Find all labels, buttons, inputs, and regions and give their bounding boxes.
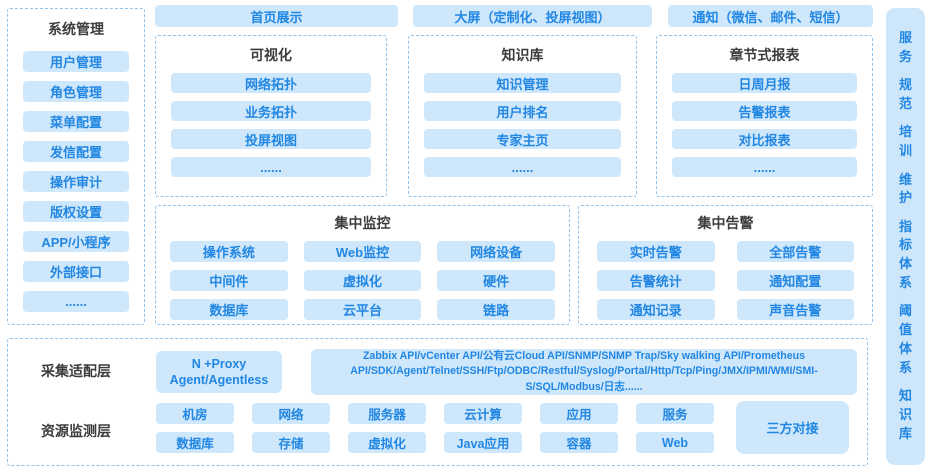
sys-item-mail-config: 发信配置: [23, 141, 129, 162]
alerting-grid: 实时告警 全部告警 告警统计 通知配置 通知记录 声音告警: [593, 241, 858, 320]
api-protocols-box: Zabbix API/vCenter API/公有云Cloud API/SNMP…: [311, 349, 857, 395]
top-button-notification: 通知（微信、邮件、短信）: [668, 5, 873, 27]
monitor-item-middleware: 中间件: [170, 270, 288, 291]
top-button-home-display: 首页展示: [155, 5, 398, 27]
alert-item-notify-record: 通知记录: [597, 299, 715, 320]
sys-item-copyright-settings: 版权设置: [23, 201, 129, 222]
panel-visualization-title: 可视化: [250, 47, 292, 63]
resource-monitor-label: 资源监测层: [41, 423, 111, 439]
resource-item-web: Web: [636, 432, 714, 453]
resource-item-application: 应用: [540, 403, 618, 424]
resource-item-service: 服务: [636, 403, 714, 424]
resource-item-network: 网络: [252, 403, 330, 424]
system-management-title: 系统管理: [48, 21, 104, 37]
resource-item-container: 容器: [540, 432, 618, 453]
sidebar-vertical-item-maintenance: 维护: [898, 171, 912, 206]
monitor-item-os: 操作系统: [170, 241, 288, 262]
resource-item-machine-room: 机房: [156, 403, 234, 424]
sys-item-user-management: 用户管理: [23, 51, 129, 72]
resource-item-java-app: Java应用: [444, 432, 522, 453]
viz-item-more: ......: [171, 157, 371, 177]
report-item-daily-weekly-monthly: 日周月报: [672, 73, 857, 93]
monitor-item-link: 链路: [437, 299, 555, 320]
report-item-alert-report: 告警报表: [672, 101, 857, 121]
monitor-item-virtualization: 虚拟化: [303, 270, 422, 291]
sidebar-vertical-item-knowledge-base: 知识库: [898, 388, 912, 441]
resource-item-storage: 存储: [252, 432, 330, 453]
panel-chapter-report: 章节式报表 日周月报 告警报表 对比报表 ......: [656, 35, 873, 197]
panel-knowledge-base-title: 知识库: [501, 47, 544, 63]
central-alerting-title: 集中告警: [697, 215, 754, 231]
resource-item-server: 服务器: [348, 403, 426, 424]
resource-item-virtualization: 虚拟化: [348, 432, 426, 453]
sidebar-vertical-item-threshold-system: 阈值体系: [898, 303, 912, 375]
collection-adapter-label: 采集适配层: [41, 363, 111, 379]
sidebar-vertical-item-service: 服务: [898, 30, 912, 65]
panel-visualization: 可视化 网络拓扑 业务拓扑 投屏视图 ......: [155, 35, 387, 197]
alert-item-statistics: 告警统计: [597, 270, 715, 291]
resource-item-cloud-computing: 云计算: [444, 403, 522, 424]
sys-item-operation-audit: 操作审计: [23, 171, 129, 192]
sys-item-app-miniprogram: APP/小程序: [23, 231, 129, 252]
sys-item-more: ......: [23, 291, 129, 312]
kb-item-user-ranking: 用户排名: [424, 101, 621, 121]
kb-item-more: ......: [424, 157, 621, 177]
central-monitoring-title: 集中监控: [334, 215, 391, 231]
top-button-big-screen: 大屏（定制化、投屏视图）: [413, 5, 652, 27]
system-management-panel: 系统管理 用户管理 角色管理 菜单配置 发信配置 操作审计 版权设置 APP/小…: [7, 8, 145, 325]
report-item-comparison-report: 对比报表: [672, 129, 857, 149]
viz-item-business-topology: 业务拓扑: [171, 101, 371, 121]
panel-central-alerting: 集中告警 实时告警 全部告警 告警统计 通知配置 通知记录 声音告警: [578, 205, 873, 325]
sys-item-role-management: 角色管理: [23, 81, 129, 102]
sidebar-vertical-item-metric-system: 指标体系: [898, 218, 912, 291]
report-item-more: ......: [672, 157, 857, 177]
sidebar-vertical-item-standard: 规范: [898, 77, 912, 112]
panel-central-monitoring: 集中监控 操作系统 Web监控 网络设备 中间件 虚拟化 硬件 数据库 云平台 …: [155, 205, 570, 325]
alert-item-notify-config: 通知配置: [736, 270, 854, 291]
alert-item-sound: 声音告警: [736, 299, 854, 320]
panel-knowledge-base: 知识库 知识管理 用户排名 专家主页 ......: [408, 35, 637, 197]
third-party-box: 三方对接: [736, 401, 849, 454]
monitor-item-hardware: 硬件: [437, 270, 555, 291]
alert-item-realtime: 实时告警: [597, 241, 715, 262]
collection-layers-panel: 采集适配层 N +Proxy Agent/Agentless Zabbix AP…: [7, 338, 868, 466]
panel-chapter-report-title: 章节式报表: [729, 47, 800, 63]
viz-item-screen-view: 投屏视图: [171, 129, 371, 149]
alert-item-all: 全部告警: [736, 241, 854, 262]
monitoring-grid: 操作系统 Web监控 网络设备 中间件 虚拟化 硬件 数据库 云平台 链路: [170, 241, 555, 320]
viz-item-network-topology: 网络拓扑: [171, 73, 371, 93]
sidebar-vertical-item-training: 培训: [898, 124, 912, 159]
sys-item-menu-config: 菜单配置: [23, 111, 129, 132]
kb-item-expert-homepage: 专家主页: [424, 129, 621, 149]
sys-item-external-interface: 外部接口: [23, 261, 129, 282]
kb-item-knowledge-management: 知识管理: [424, 73, 621, 93]
monitor-item-database: 数据库: [170, 299, 288, 320]
proxy-agent-box: N +Proxy Agent/Agentless: [156, 351, 282, 393]
monitor-item-network-device: 网络设备: [437, 241, 555, 262]
monitor-item-cloud-platform: 云平台: [303, 299, 422, 320]
resource-item-database: 数据库: [156, 432, 234, 453]
right-sidebar: 服务 规范 培训 维护 指标体系 阈值体系 知识库: [886, 8, 925, 465]
monitor-item-web: Web监控: [303, 241, 422, 262]
